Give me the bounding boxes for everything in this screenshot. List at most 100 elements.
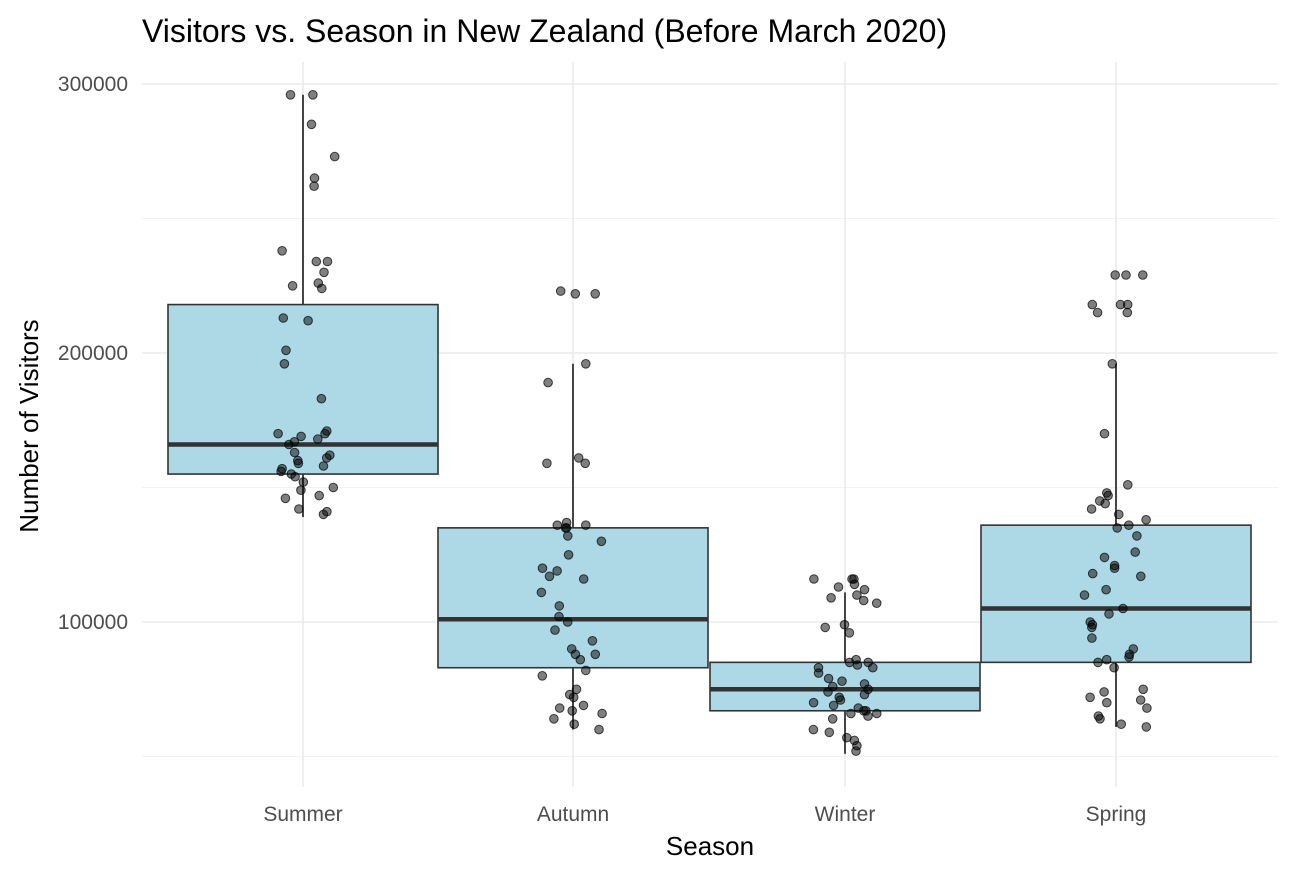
y-tick-label: 300000 (58, 73, 128, 96)
chart-title: Visitors vs. Season in New Zealand (Befo… (142, 13, 947, 49)
data-point (1087, 633, 1097, 643)
data-point (311, 256, 322, 267)
data-point (1141, 515, 1151, 525)
data-point (544, 571, 555, 582)
data-point (820, 622, 831, 633)
data-point (828, 700, 839, 711)
data-point (581, 665, 591, 676)
data-point (536, 587, 547, 598)
data-point (319, 267, 329, 278)
data-point (1121, 270, 1131, 280)
data-point (597, 708, 607, 719)
data-point (563, 531, 573, 541)
data-point (859, 689, 870, 700)
data-point (561, 523, 572, 533)
data-point (1138, 270, 1148, 280)
box-spring (980, 524, 1252, 664)
data-point (858, 595, 869, 606)
y-axis-ticks: 100000 200000 300000 (58, 73, 128, 634)
data-point (823, 673, 834, 684)
data-point (578, 574, 589, 584)
data-point (1099, 687, 1109, 697)
data-point (1092, 307, 1103, 318)
data-point (851, 746, 861, 756)
data-point (1118, 603, 1128, 614)
data-point (569, 719, 580, 730)
x-tick-label: Spring (1086, 803, 1147, 826)
data-point (1079, 590, 1090, 600)
data-point (580, 458, 591, 469)
data-point (318, 509, 329, 520)
data-point (1087, 299, 1098, 310)
data-point (1122, 307, 1133, 318)
data-point (552, 566, 562, 576)
data-point (290, 471, 300, 482)
boxes (167, 94, 1252, 754)
data-point (809, 574, 819, 584)
data-point (1099, 428, 1110, 439)
data-point (1087, 622, 1097, 633)
data-point (542, 458, 552, 469)
data-point (308, 90, 318, 100)
data-point (568, 692, 579, 703)
data-point (554, 611, 564, 622)
data-point (1103, 490, 1113, 501)
data-point (813, 668, 824, 678)
data-point (321, 453, 332, 463)
data-point (852, 590, 862, 600)
data-point (278, 313, 289, 323)
data-point (1136, 571, 1146, 582)
data-point (550, 625, 560, 635)
data-point (573, 453, 584, 463)
data-point (306, 119, 317, 130)
data-point (1135, 695, 1146, 705)
data-point (1123, 480, 1133, 490)
data-point (298, 477, 309, 487)
data-point (1087, 568, 1098, 579)
data-point (1109, 563, 1120, 574)
data-point (1112, 523, 1122, 533)
data-point (844, 628, 855, 638)
x-axis-title: Season (666, 831, 754, 861)
data-point (1093, 657, 1103, 668)
data-point (1124, 652, 1134, 662)
data-point (859, 584, 870, 595)
data-point (303, 315, 313, 326)
data-point (1124, 520, 1134, 531)
data-point (1100, 498, 1110, 509)
data-point (552, 520, 563, 531)
data-point (1095, 714, 1105, 724)
data-point (309, 181, 319, 191)
data-point (823, 687, 833, 697)
data-point (296, 431, 306, 442)
data-point (590, 649, 601, 660)
data-point (824, 727, 835, 738)
data-point (1101, 654, 1112, 665)
data-point (294, 504, 304, 514)
data-point (296, 485, 306, 496)
x-tick-label: Autumn (537, 803, 609, 826)
data-point (872, 708, 882, 719)
data-point (1130, 547, 1140, 557)
data-point (852, 660, 863, 670)
data-point (1142, 703, 1152, 713)
data-point (826, 593, 836, 603)
data-point (1141, 722, 1152, 732)
data-point (549, 714, 559, 724)
y-tick-label: 100000 (58, 611, 128, 634)
data-point (587, 636, 598, 646)
data-point (313, 434, 323, 444)
data-point (808, 724, 819, 735)
data-point (316, 393, 327, 404)
x-tick-label: Summer (263, 803, 342, 826)
jitter-points (273, 90, 1152, 756)
data-point (844, 657, 855, 668)
data-point (314, 490, 325, 501)
data-point (1099, 552, 1110, 563)
data-point (863, 711, 873, 721)
data-point (322, 256, 333, 267)
y-axis-title: Number of Visitors (14, 319, 44, 532)
data-point (581, 520, 591, 531)
data-point (1114, 509, 1124, 520)
data-point (317, 283, 327, 294)
